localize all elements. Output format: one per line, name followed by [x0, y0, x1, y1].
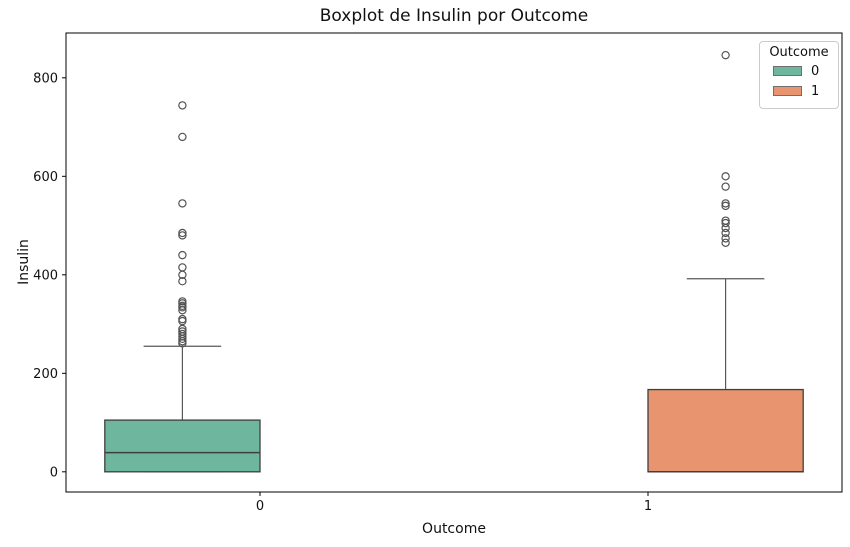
outlier-outcome-0 [178, 270, 187, 280]
outlier-outcome-1 [721, 228, 730, 238]
legend-label-1: 1 [811, 83, 820, 99]
outlier-outcome-1 [721, 201, 730, 211]
outlier-outcome-1 [721, 234, 730, 243]
y-tick-label: 400 [33, 268, 58, 283]
outlier-outcome-0 [178, 228, 187, 238]
legend-label-0: 0 [811, 63, 820, 79]
y-tick-label: 0 [50, 465, 58, 480]
legend-swatch-0 [773, 66, 802, 76]
outlier-outcome-1 [721, 182, 730, 191]
y-tick-label: 200 [33, 367, 58, 382]
outlier-outcome-0 [178, 277, 187, 286]
box-outcome-1 [647, 388, 804, 473]
x-axis-label: Outcome [422, 521, 486, 537]
outlier-outcome-0 [178, 339, 187, 348]
outlier-outcome-1 [721, 199, 730, 208]
x-tick-label: 0 [256, 499, 264, 514]
outlier-outcome-0 [178, 231, 187, 240]
outlier-outcome-0 [178, 250, 187, 260]
axes-spines [65, 32, 843, 493]
outlier-outcome-1 [721, 50, 730, 60]
outlier-outcome-1 [721, 218, 730, 228]
outlier-outcome-1 [721, 223, 730, 233]
legend: Outcome 0 1 [759, 41, 839, 109]
outlier-outcome-0 [178, 199, 187, 208]
chart-title: Boxplot de Insulin por Outcome [319, 6, 589, 26]
legend-item-0: 0 [760, 61, 838, 81]
outlier-outcome-1 [721, 238, 730, 248]
legend-swatch-1 [773, 86, 802, 96]
outlier-outcome-0 [178, 306, 187, 315]
legend-title: Outcome [769, 45, 829, 60]
box-outcome-0 [104, 419, 261, 473]
outlier-outcome-0 [178, 316, 187, 326]
y-tick-label: 800 [33, 71, 58, 86]
outlier-outcome-1 [721, 172, 730, 181]
outlier-outcome-0 [178, 334, 187, 344]
outlier-outcome-0 [178, 303, 187, 312]
x-tick-label: 1 [644, 499, 652, 514]
outlier-outcome-0 [178, 132, 187, 142]
outlier-outcome-0 [178, 101, 187, 110]
outlier-outcome-0 [178, 263, 187, 272]
y-tick-label: 600 [33, 170, 58, 185]
legend-item-1: 1 [760, 81, 838, 101]
